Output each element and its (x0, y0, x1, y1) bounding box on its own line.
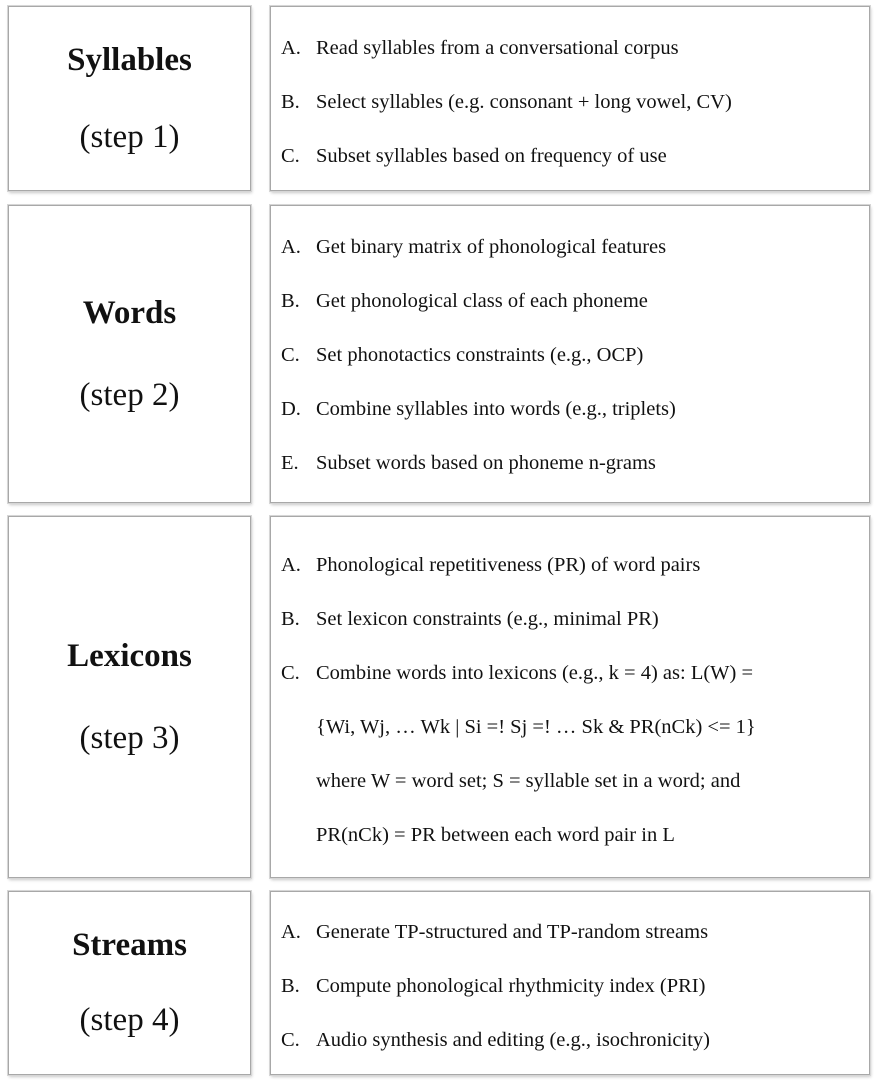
item-text: PR(nCk) = PR between each word pair in L (316, 824, 675, 846)
step-4-item-list: A. Generate TP-structured and TP-random … (281, 892, 859, 1074)
step-1-items-box: A. Read syllables from a conversational … (270, 6, 870, 191)
item-letter: D. (281, 398, 301, 420)
step-3-subtitle: (step 3) (79, 719, 180, 756)
step-4-items-box: A. Generate TP-structured and TP-random … (270, 891, 870, 1075)
item-text: Subset words based on phoneme n-grams (316, 452, 656, 474)
item-text: Get phonological class of each phoneme (316, 290, 648, 312)
step-2-label-box: Words (step 2) (8, 205, 251, 503)
item-letter: B. (281, 608, 300, 630)
item-text: Combine words into lexicons (e.g., k = 4… (316, 662, 754, 684)
item-text: Compute phonological rhythmicity index (… (316, 975, 706, 997)
item-text: Select syllables (e.g. consonant + long … (316, 91, 732, 113)
item-letter: A. (281, 236, 301, 258)
item-letter: A. (281, 554, 301, 576)
item-text: Set phonotactics constraints (e.g., OCP) (316, 344, 644, 366)
step-1-label-box: Syllables (step 1) (8, 6, 251, 191)
step-4-label-box: Streams (step 4) (8, 891, 251, 1075)
item-letter: B. (281, 91, 300, 113)
item-letter: B. (281, 975, 300, 997)
step-3-label-box: Lexicons (step 3) (8, 516, 251, 878)
item-text: where W = word set; S = syllable set in … (316, 770, 741, 792)
step-3-items-box: A. Phonological repetitiveness (PR) of w… (270, 516, 870, 878)
item-text: Read syllables from a conversational cor… (316, 37, 679, 59)
item-letter: C. (281, 1029, 300, 1051)
item-text: Phonological repetitiveness (PR) of word… (316, 554, 701, 576)
step-1-item-list: A. Read syllables from a conversational … (281, 7, 859, 190)
step-1-title: Syllables (67, 41, 192, 78)
item-text: Generate TP-structured and TP-random str… (316, 921, 709, 943)
step-1-subtitle: (step 1) (79, 118, 180, 155)
item-letter: C. (281, 344, 300, 366)
step-2-subtitle: (step 2) (79, 376, 180, 413)
step-2-item-list: A. Get binary matrix of phonological fea… (281, 206, 859, 502)
item-text: Subset syllables based on frequency of u… (316, 145, 667, 167)
item-letter: B. (281, 290, 300, 312)
step-2-title: Words (82, 294, 177, 331)
item-text: Get binary matrix of phonological featur… (316, 236, 667, 258)
step-3-title: Lexicons (67, 637, 192, 674)
step-4-subtitle: (step 4) (79, 1002, 180, 1038)
item-text: Audio synthesis and editing (e.g., isoch… (316, 1029, 710, 1051)
item-text: {Wi, Wj, … Wk | Si =! Sj =! … Sk & PR(nC… (316, 716, 756, 738)
item-letter: C. (281, 145, 300, 167)
item-letter: E. (281, 452, 299, 474)
item-letter: C. (281, 662, 300, 684)
step-3-item-list: A. Phonological repetitiveness (PR) of w… (281, 517, 859, 877)
item-letter: A. (281, 921, 301, 943)
item-text: Combine syllables into words (e.g., trip… (316, 398, 676, 420)
item-letter: A. (281, 37, 301, 59)
step-4-title: Streams (72, 927, 187, 963)
step-2-items-box: A. Get binary matrix of phonological fea… (270, 205, 870, 503)
item-text: Set lexicon constraints (e.g., minimal P… (316, 608, 659, 630)
